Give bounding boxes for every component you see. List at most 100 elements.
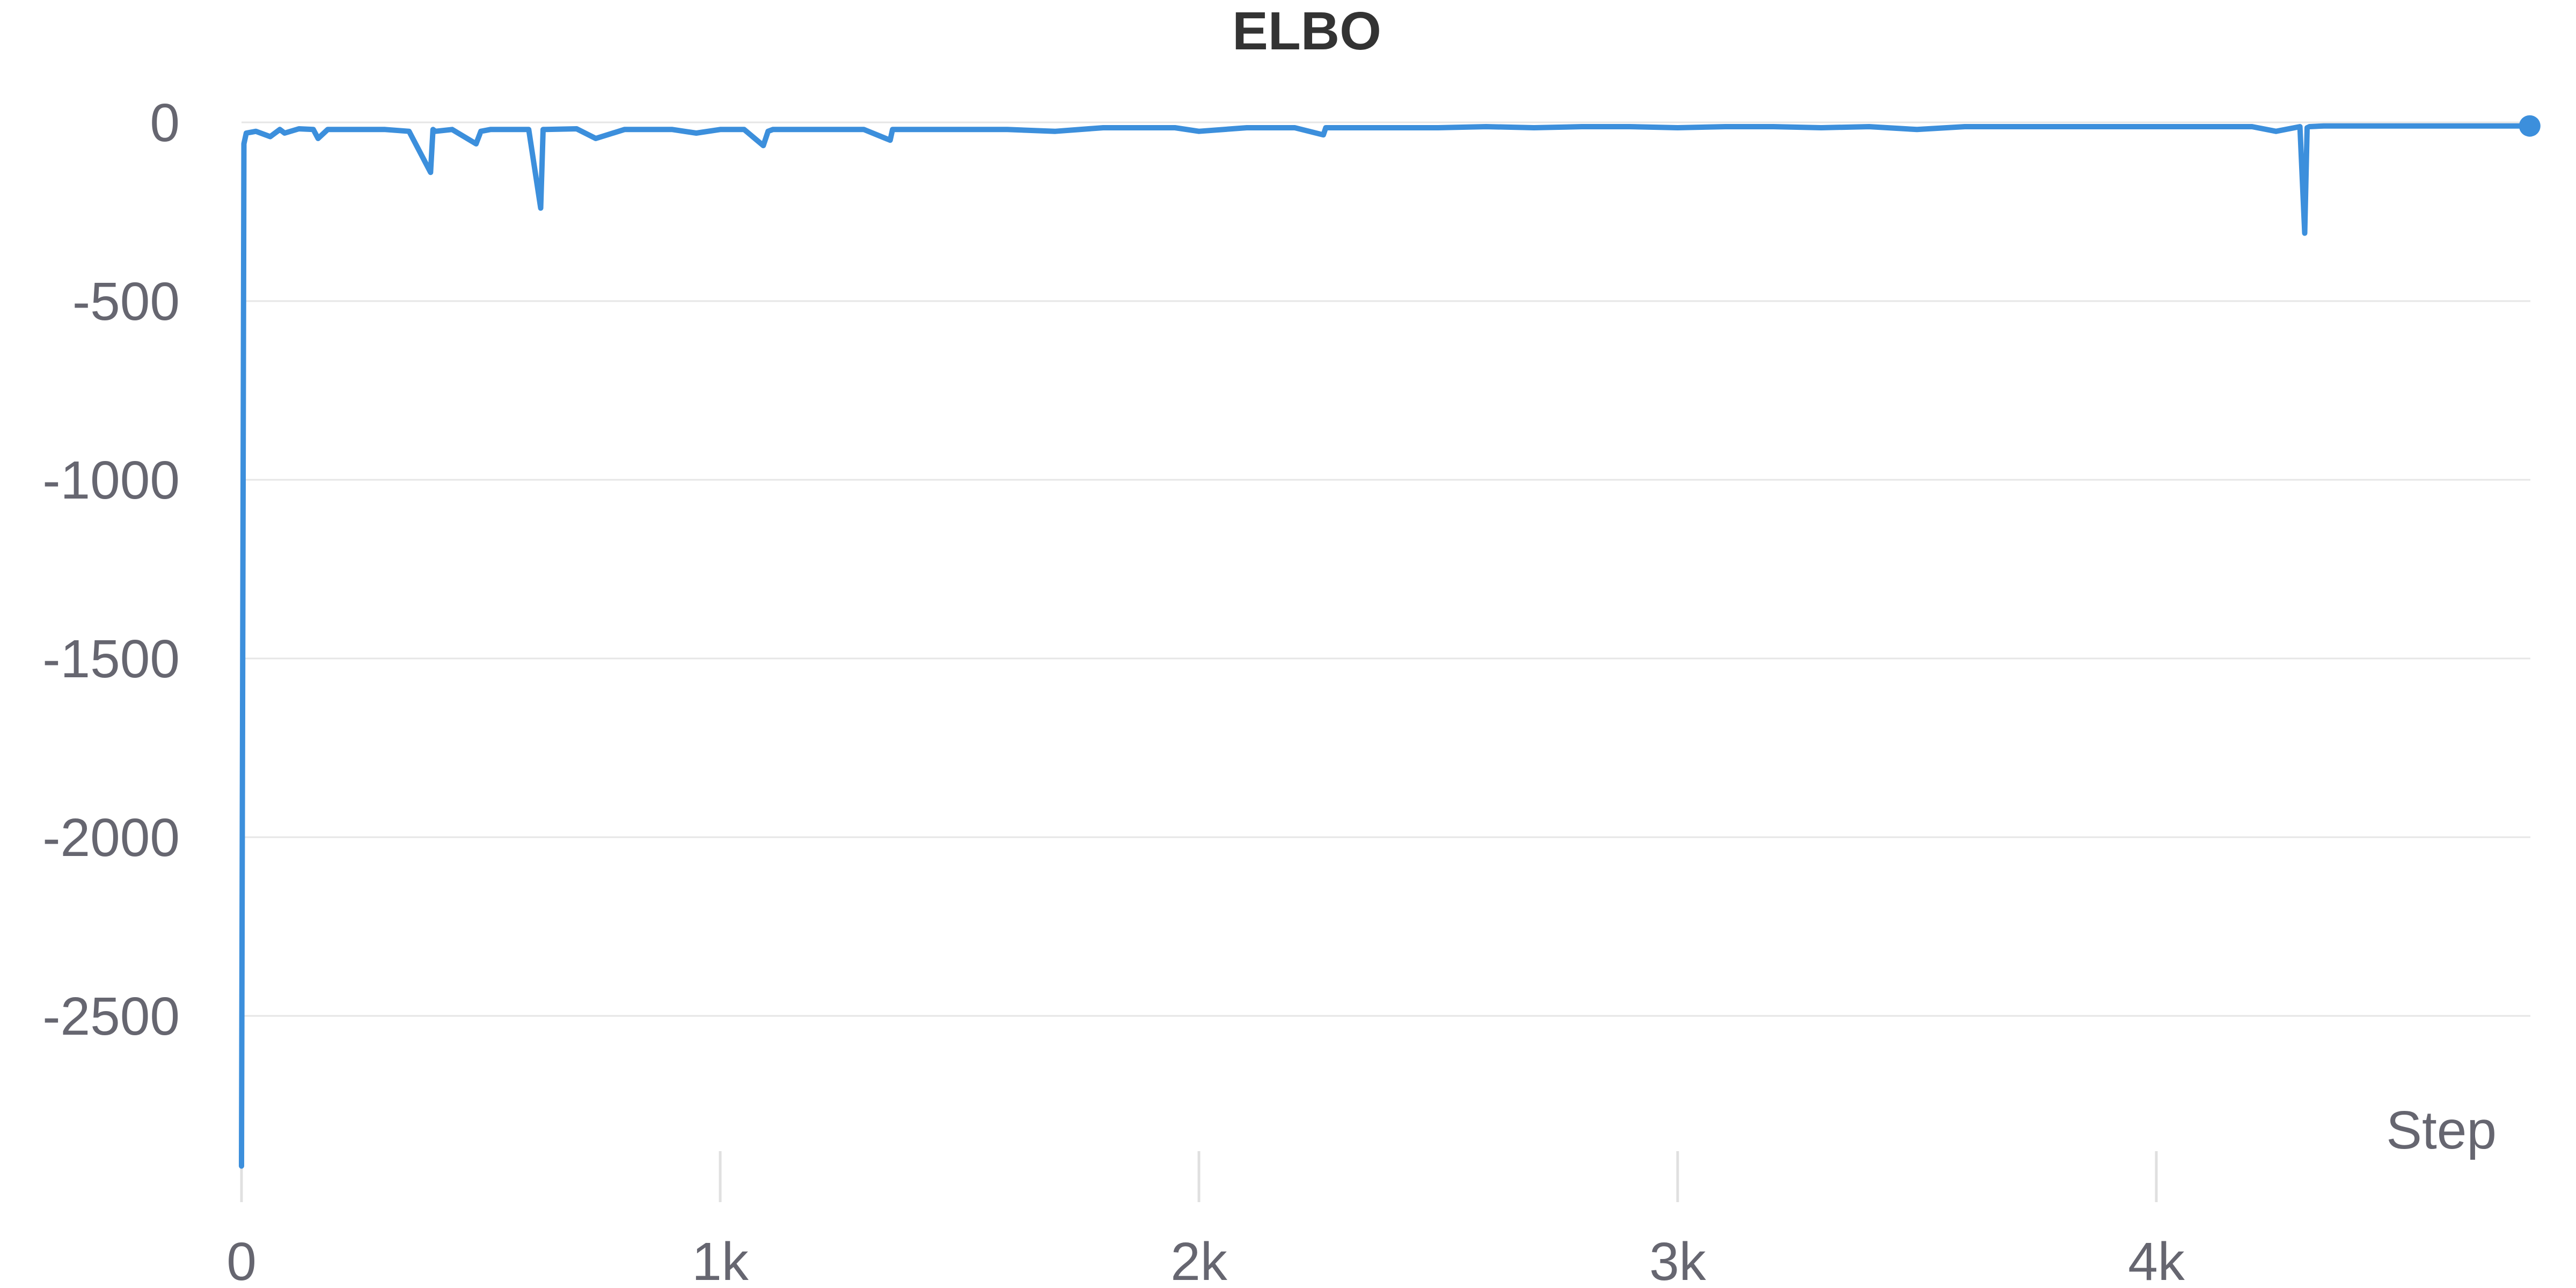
- data-point: [254, 129, 258, 133]
- y-tick-label: -1000: [42, 450, 180, 510]
- data-point: [1324, 126, 1328, 129]
- data-point: [311, 128, 315, 131]
- data-point: [360, 128, 363, 131]
- data-point: [1173, 126, 1177, 129]
- data-point: [2394, 124, 2397, 128]
- data-point: [1915, 128, 1919, 131]
- data-point: [1724, 125, 1728, 128]
- data-point: [244, 131, 248, 135]
- data-point: [1053, 129, 1057, 133]
- data-point: [488, 128, 492, 131]
- data-point: [862, 128, 866, 131]
- data-point: [2202, 125, 2206, 128]
- data-point: [2308, 125, 2311, 128]
- data-point: [278, 128, 282, 131]
- data-point: [2298, 125, 2302, 128]
- data-point: [2059, 125, 2062, 128]
- data-point: [2274, 129, 2278, 133]
- x-tick-label: 2k: [1170, 1232, 1228, 1288]
- data-point: [1532, 126, 1536, 129]
- x-axis-ticks: [240, 1151, 2158, 1202]
- y-tick-label: -500: [72, 272, 180, 332]
- x-tick-label: 0: [226, 1232, 257, 1288]
- data-point: [541, 128, 545, 131]
- data-point: [891, 128, 895, 131]
- data-point: [893, 128, 897, 131]
- data-point: [431, 128, 435, 131]
- data-point: [623, 128, 626, 131]
- data-point: [2155, 125, 2158, 128]
- data-point: [2346, 124, 2350, 128]
- y-axis-tick-labels: 0 -500 -1000 -1500 -2000 -2500: [42, 93, 180, 1046]
- data-point: [1388, 126, 1392, 129]
- data-point: [407, 129, 411, 133]
- data-point: [297, 127, 301, 130]
- data-point: [2011, 125, 2015, 128]
- data-point: [1580, 125, 1584, 128]
- data-point: [1101, 126, 1105, 129]
- data-point: [1772, 125, 1775, 128]
- data-point: [2442, 124, 2446, 128]
- chart-title: ELBO: [1232, 1, 1381, 61]
- data-point: [1963, 125, 1967, 128]
- data-point: [2322, 124, 2326, 128]
- data-point: [316, 137, 320, 140]
- data-point: [326, 128, 330, 131]
- data-point: [1484, 125, 1488, 128]
- data-point: [429, 171, 433, 174]
- data-point: [1245, 126, 1249, 129]
- data-point: [539, 206, 543, 210]
- data-point: [742, 128, 746, 131]
- data-point: [2106, 125, 2110, 128]
- data-point: [450, 128, 454, 131]
- data-point: [694, 131, 698, 135]
- y-tick-label: -1500: [42, 629, 180, 689]
- data-point: [766, 129, 770, 133]
- data-point: [1197, 129, 1201, 133]
- data-point: [934, 128, 938, 131]
- x-tick-label: 3k: [1649, 1232, 1707, 1288]
- data-point: [1819, 126, 1823, 129]
- data-point: [594, 137, 598, 140]
- data-point: [474, 142, 478, 145]
- y-tick-label: 0: [150, 93, 180, 153]
- x-tick-label: 1k: [692, 1232, 749, 1288]
- data-point: [1437, 126, 1440, 129]
- grid-lines: [241, 121, 2530, 1017]
- data-point: [544, 128, 547, 131]
- data-point: [240, 1164, 243, 1168]
- data-point: [1321, 133, 1325, 137]
- data-point: [670, 128, 674, 131]
- data-point: [527, 128, 531, 131]
- x-axis-tick-labels: 0 1k 2k 3k 4k: [226, 1232, 2185, 1288]
- data-point: [1867, 125, 1871, 128]
- data-point: [575, 127, 579, 130]
- series-layer: [239, 115, 2541, 1169]
- data-point: [2490, 124, 2493, 128]
- x-tick-label: 4k: [2128, 1232, 2185, 1288]
- series-end-marker: [2519, 115, 2541, 137]
- y-tick-label: -2500: [42, 986, 180, 1046]
- data-point: [762, 144, 765, 148]
- data-point: [719, 128, 722, 131]
- data-point: [479, 129, 482, 133]
- data-point: [814, 128, 818, 131]
- data-point: [283, 131, 287, 135]
- x-axis-label: Step: [2386, 1100, 2497, 1160]
- data-point: [2303, 231, 2307, 235]
- data-point: [1293, 126, 1297, 129]
- data-point: [1326, 126, 1330, 129]
- series-line: [239, 123, 2533, 1169]
- data-point: [888, 138, 892, 142]
- data-point: [434, 129, 437, 133]
- data-point: [1006, 128, 1009, 131]
- data-point: [1676, 126, 1679, 129]
- data-point: [242, 142, 246, 145]
- y-tick-label: -2000: [42, 808, 180, 868]
- data-point: [268, 135, 272, 138]
- data-point: [2250, 125, 2254, 128]
- data-point: [771, 128, 775, 131]
- data-point: [958, 128, 961, 131]
